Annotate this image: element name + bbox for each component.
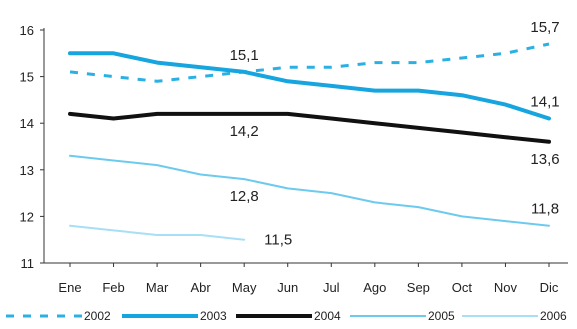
data-label: 15,7 [530,19,559,36]
x-tick-label: Jul [323,280,340,295]
y-tick-label: 16 [20,23,34,38]
data-label: 12,8 [230,188,259,205]
legend-label-2003: 2003 [200,309,227,323]
legend-label-2006: 2006 [540,309,567,323]
y-tick-label: 13 [20,163,34,178]
series-line-2005 [69,154,550,227]
x-tick-label: May [232,280,257,295]
series-line-2004 [68,111,551,144]
data-label: 15,1 [230,47,259,64]
data-label: 11,8 [531,201,559,218]
x-tick-label: Jun [277,280,298,295]
x-tick-label: Sep [407,280,430,295]
data-label: 14,2 [230,123,259,140]
data-label: 13,6 [530,151,559,168]
chart-legend: 2002 2003 2004 2005 2006 [6,309,567,323]
series-line-2006 [69,224,246,241]
series-line-2002 [69,42,550,83]
data-label: 11,5 [264,232,292,249]
chart-annotations: 15,7 15,1 14,1 14,2 13,6 12,8 11,8 11,5 [230,19,560,249]
legend-label-2002: 2002 [84,309,111,323]
y-tick-label: 14 [20,116,34,131]
legend-label-2005: 2005 [428,309,455,323]
x-tick-label: Ene [58,280,81,295]
legend-label-2004: 2004 [314,309,341,323]
y-tick-label: 11 [21,256,35,271]
chart-series [68,42,551,241]
x-tick-label: Dic [540,280,559,295]
x-tick-label: Feb [102,280,124,295]
y-tick-label: 12 [20,209,34,224]
x-tick-label: Ago [363,280,386,295]
x-tick-label: Mar [146,280,169,295]
series-line-2003 [68,51,551,121]
x-tick-label: Abr [191,280,212,295]
y-tick-label: 15 [20,70,34,85]
data-label: 14,1 [530,94,559,111]
chart-axes: 11 12 13 14 15 16 Ene Feb Mar Abr May Jun Jul Ago Sep O… [20,23,568,295]
x-tick-label: Oct [452,280,473,295]
x-tick-label: Nov [494,280,518,295]
